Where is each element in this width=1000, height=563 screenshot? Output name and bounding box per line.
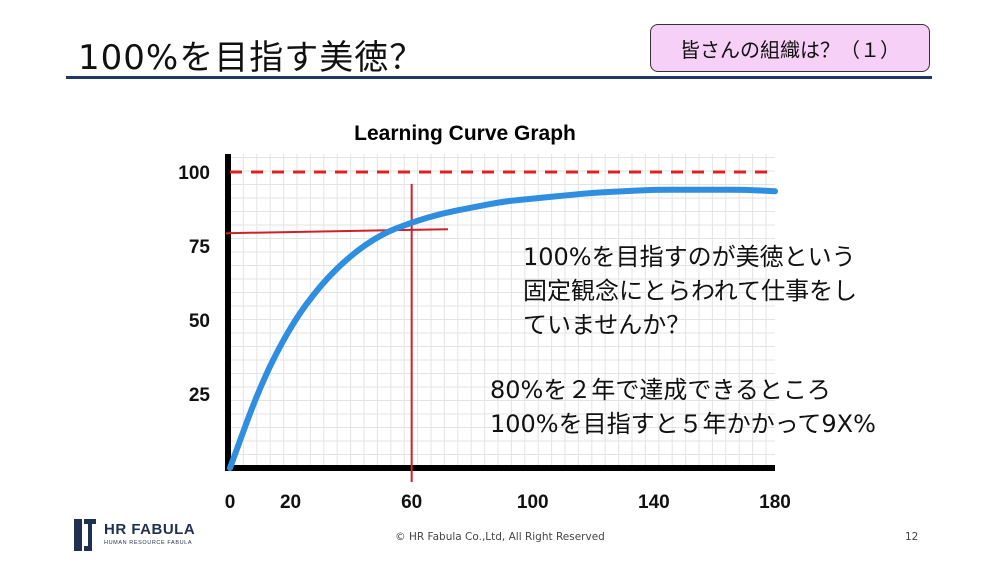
y-tick-label: 25	[189, 385, 211, 406]
tick-labels: 0 20 60 100 140 180 100 75 50 25	[178, 163, 791, 513]
annotation-line: 固定観念にとらわれて仕事をし	[523, 277, 858, 305]
company-logo: HR FABULA HUMAN RESOURCE FABULA	[74, 519, 224, 553]
logo-subtitle: HUMAN RESOURCE FABULA	[104, 540, 193, 546]
y-tick-label: 50	[189, 311, 210, 332]
chart-grid	[229, 154, 775, 469]
chart-series	[227, 186, 778, 471]
logo-name: HR FABULA	[104, 521, 196, 538]
annotation-time-comparison: 80%を２年で達成できるところ 100%を目指すと５年かかって9X%	[490, 373, 876, 441]
chart-canvas: Learning Curve Graph 0 20 60 100 140 180 100 75…	[178, 122, 791, 513]
learning-curve-line	[227, 186, 778, 471]
logo-mark-icon	[74, 519, 96, 551]
learning-curve-chart: Learning Curve Graph 0 20 60 100 140 180 100 75…	[150, 110, 791, 524]
x-tick-label: 0	[225, 492, 236, 513]
x-tick-label: 140	[638, 492, 670, 513]
chart-axes	[225, 154, 775, 471]
annotation-line: 100%を目指すのが美徳という	[523, 243, 856, 271]
page-number: 12	[905, 531, 919, 543]
page-title: 100%を目指す美徳？	[78, 38, 425, 78]
annotation-fixed-mindset: 100%を目指すのが美徳という 固定観念にとらわれて仕事をし ていませんか？	[523, 240, 857, 342]
copyright-footer: © HR Fabula Co.,Ltd, All Right Reserved	[395, 531, 605, 543]
reference-lines	[225, 170, 770, 482]
title-divider	[66, 76, 932, 79]
annotation-line: 80%を２年で達成できるところ	[490, 376, 831, 404]
x-tick-label: 20	[280, 492, 301, 513]
marker-y-80-line	[225, 228, 449, 235]
y-tick-label: 75	[189, 237, 211, 258]
annotation-line: 100%を目指すと５年かかって9X%	[490, 410, 876, 438]
x-tick-label: 60	[401, 492, 422, 513]
x-tick-label: 180	[759, 492, 790, 513]
chart-title: Learning Curve Graph	[354, 122, 576, 145]
y-tick-label: 100	[178, 163, 210, 184]
question-badge: 皆さんの組織は？（１）	[650, 24, 930, 72]
x-tick-label: 100	[517, 492, 549, 513]
annotation-line: ていませんか？	[523, 311, 691, 339]
